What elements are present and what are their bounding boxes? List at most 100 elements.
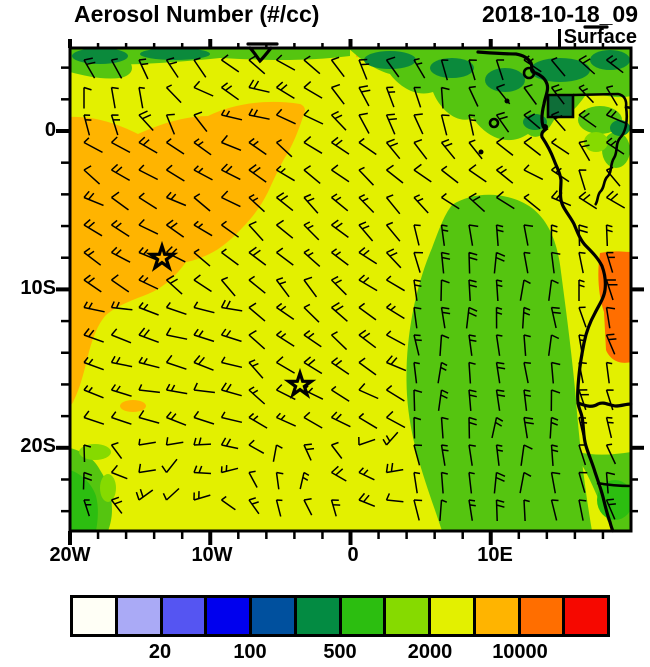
wind-barb bbox=[550, 224, 558, 247]
wind-barb bbox=[248, 470, 258, 488]
wind-barb bbox=[248, 497, 260, 515]
wind-barb bbox=[440, 251, 451, 274]
wind-barb bbox=[248, 439, 265, 454]
wind-barb bbox=[110, 136, 131, 154]
wind-barb bbox=[220, 134, 242, 151]
wind-barb bbox=[578, 191, 598, 210]
y-axis-label-10s: 10S bbox=[20, 277, 56, 299]
wind-barb bbox=[495, 279, 503, 302]
wind-barb bbox=[385, 493, 404, 503]
wind-barb bbox=[386, 164, 404, 184]
wind-barb bbox=[550, 444, 559, 466]
wind-barb bbox=[330, 110, 347, 131]
wind-barb bbox=[523, 136, 542, 156]
wind-barb bbox=[303, 330, 322, 348]
island-principe bbox=[488, 117, 500, 129]
wind-barb bbox=[110, 58, 123, 79]
wind-barb bbox=[605, 306, 616, 329]
dark-green-patch bbox=[430, 58, 474, 78]
colorbar-cell-5 bbox=[293, 598, 339, 634]
wind-barb bbox=[276, 247, 294, 266]
wind-barb bbox=[165, 411, 187, 426]
wind-barb bbox=[110, 328, 132, 344]
wind-barb bbox=[138, 164, 159, 181]
wind-barb bbox=[385, 86, 396, 108]
colorbar-tick-label-20: 20 bbox=[148, 641, 172, 663]
wind-barb bbox=[331, 302, 348, 322]
wind-barb bbox=[523, 334, 531, 356]
wind-barb bbox=[248, 246, 267, 266]
wind-barb bbox=[385, 248, 402, 269]
wind-barb bbox=[193, 57, 207, 78]
wind-barb bbox=[496, 191, 515, 210]
wind-barb bbox=[465, 306, 478, 329]
wind-barb bbox=[468, 59, 477, 81]
wind-barb bbox=[523, 416, 534, 439]
wind-barb bbox=[386, 275, 405, 292]
wind-barb bbox=[605, 279, 618, 301]
wind-barb bbox=[578, 306, 587, 328]
wind-barb bbox=[413, 361, 420, 384]
level-label: Surface bbox=[557, 26, 637, 49]
wind-barb bbox=[385, 355, 407, 372]
wind-barb bbox=[468, 361, 476, 384]
wind-barb bbox=[495, 111, 510, 133]
wind-barb bbox=[248, 108, 270, 120]
wind-barb bbox=[138, 274, 159, 290]
wind-barb bbox=[523, 110, 541, 130]
wind-barb bbox=[276, 219, 294, 239]
wind-barb bbox=[303, 81, 323, 99]
wind-barb bbox=[220, 356, 243, 369]
wind-barb bbox=[440, 138, 456, 160]
wind-barb bbox=[440, 86, 450, 109]
wind-barb bbox=[83, 219, 103, 237]
wind-barb bbox=[193, 193, 211, 212]
wind-barb bbox=[161, 458, 178, 473]
wind-barb bbox=[437, 361, 448, 384]
wind-barb bbox=[331, 219, 349, 239]
wind-barb bbox=[303, 248, 321, 267]
wind-barb bbox=[303, 411, 323, 429]
wind-barb bbox=[605, 108, 627, 124]
wind-barb bbox=[385, 410, 406, 429]
wind-barb bbox=[111, 191, 129, 211]
x-axis-label-0: 0 bbox=[347, 544, 359, 566]
wind-barb bbox=[468, 251, 478, 274]
wind-barb bbox=[358, 58, 370, 80]
wind-barb bbox=[495, 224, 504, 246]
wind-barb bbox=[413, 224, 421, 246]
wind-barb bbox=[276, 302, 295, 321]
wind-barb bbox=[468, 499, 476, 521]
wind-barb bbox=[519, 471, 532, 494]
wind-barb bbox=[221, 82, 240, 101]
wind-barb bbox=[521, 306, 531, 329]
wind-barb bbox=[275, 139, 293, 158]
wind-barb bbox=[385, 113, 397, 135]
x-axis-label-10w: 10W bbox=[191, 544, 233, 566]
wind-barb bbox=[386, 303, 405, 320]
wind-barb bbox=[83, 247, 102, 266]
wind-barb bbox=[578, 54, 596, 75]
wind-barb bbox=[193, 80, 214, 97]
wind-barb bbox=[605, 224, 613, 247]
wind-barb bbox=[275, 471, 284, 490]
wind-barb bbox=[220, 411, 243, 424]
wind-barb bbox=[138, 58, 149, 80]
wind-barb bbox=[303, 165, 321, 184]
wind-barb bbox=[386, 385, 405, 402]
wind-barb bbox=[275, 277, 290, 298]
coast-dot bbox=[504, 98, 510, 104]
wind-barb bbox=[330, 499, 341, 517]
wind-barb bbox=[358, 221, 374, 242]
wind-barb bbox=[331, 193, 349, 212]
wind-barb bbox=[551, 138, 570, 155]
wind-barb bbox=[440, 306, 451, 329]
wind-barb bbox=[193, 220, 213, 237]
wind-barb bbox=[111, 219, 130, 238]
wind-barb bbox=[83, 86, 92, 109]
wind-barb bbox=[221, 54, 240, 73]
wind-barb bbox=[165, 437, 184, 446]
wind-barb bbox=[358, 492, 376, 507]
wind-barb bbox=[413, 194, 429, 214]
